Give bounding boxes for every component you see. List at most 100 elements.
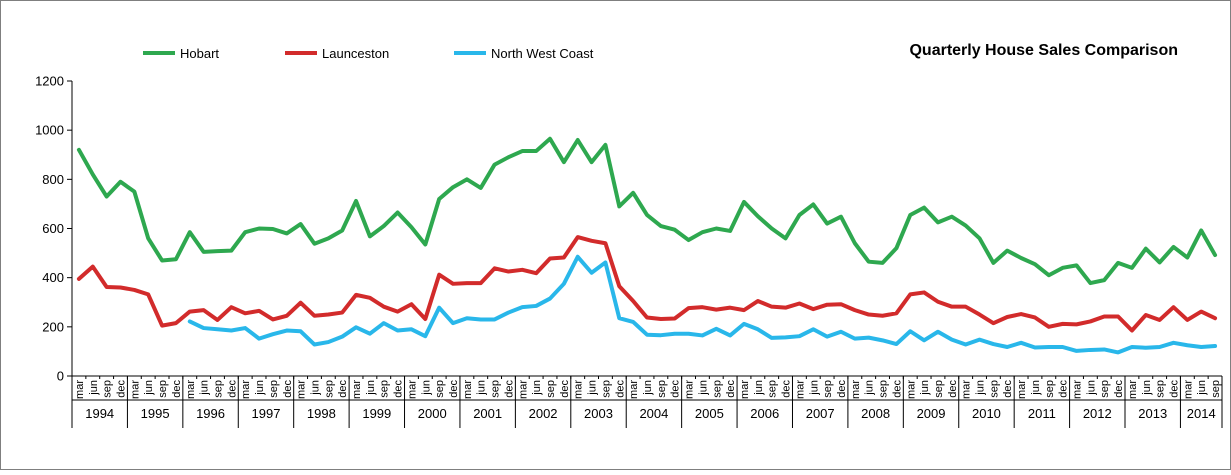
quarter-tick-label: mar xyxy=(129,380,141,399)
quarter-tick-label: dec xyxy=(171,380,183,398)
quarter-tick-label: sep xyxy=(933,380,945,398)
quarter-tick-label: mar xyxy=(74,380,86,399)
quarter-tick-label: sep xyxy=(767,380,779,398)
quarter-tick-label: dec xyxy=(947,380,959,398)
quarter-tick-label: dec xyxy=(448,380,460,398)
quarter-tick-label: dec xyxy=(1002,380,1014,398)
y-tick-label: 400 xyxy=(42,270,64,285)
quarter-tick-label: sep xyxy=(878,380,890,398)
quarter-tick-label: jun xyxy=(531,380,543,396)
quarter-tick-label: mar xyxy=(794,380,806,399)
quarter-tick-label: sep xyxy=(434,380,446,398)
quarter-tick-label: mar xyxy=(517,380,529,399)
quarter-tick-label: mar xyxy=(1072,380,1084,399)
legend-label-north-west-coast: North West Coast xyxy=(491,46,594,61)
quarter-tick-label: jun xyxy=(420,380,432,396)
quarter-tick-label: sep xyxy=(545,380,557,398)
quarter-tick-label: dec xyxy=(781,380,793,398)
quarter-tick-label: dec xyxy=(1058,380,1070,398)
quarter-tick-label: dec xyxy=(1169,380,1181,398)
year-label: 2014 xyxy=(1187,406,1216,421)
quarter-tick-label: jun xyxy=(309,380,321,396)
y-tick-label: 200 xyxy=(42,319,64,334)
quarter-tick-label: mar xyxy=(296,380,308,399)
quarter-tick-label: sep xyxy=(1210,380,1222,398)
quarter-tick-label: sep xyxy=(490,380,502,398)
year-label: 1999 xyxy=(362,406,391,421)
quarter-tick-label: sep xyxy=(711,380,723,398)
quarter-tick-label: jun xyxy=(864,380,876,396)
quarter-tick-label: jun xyxy=(254,380,266,396)
quarter-tick-label: dec xyxy=(559,380,571,398)
y-tick-label: 0 xyxy=(57,369,64,384)
year-label: 1996 xyxy=(196,406,225,421)
year-label: 2008 xyxy=(861,406,890,421)
quarter-tick-label: dec xyxy=(1113,380,1125,398)
series-group xyxy=(76,136,1218,355)
quarter-tick-label: jun xyxy=(476,380,488,396)
year-label: 2012 xyxy=(1083,406,1112,421)
year-label: 2005 xyxy=(695,406,724,421)
quarter-tick-label: dec xyxy=(226,380,238,398)
quarter-tick-label: jun xyxy=(919,380,931,396)
y-tick-label: 1200 xyxy=(35,74,64,89)
quarter-tick-label: sep xyxy=(323,380,335,398)
quarter-tick-label: mar xyxy=(240,380,252,399)
quarter-tick-label: mar xyxy=(406,380,418,399)
quarter-tick-label: sep xyxy=(268,380,280,398)
quarter-tick-label: dec xyxy=(393,380,405,398)
quarter-tick-label: mar xyxy=(1182,380,1194,399)
legend-label-hobart: Hobart xyxy=(180,46,219,61)
year-label: 1995 xyxy=(141,406,170,421)
year-label: 2004 xyxy=(639,406,668,421)
quarter-tick-label: jun xyxy=(143,380,155,396)
quarter-tick-label: sep xyxy=(102,380,114,398)
y-tick-label: 1000 xyxy=(35,123,64,138)
year-label: 1998 xyxy=(307,406,336,421)
quarter-tick-label: mar xyxy=(351,380,363,399)
quarter-tick-label: dec xyxy=(614,380,626,398)
series-line-launceston xyxy=(76,235,1218,333)
quarter-tick-label: jun xyxy=(1141,380,1153,396)
quarter-tick-label: mar xyxy=(850,380,862,399)
series-line-north-west-coast xyxy=(187,254,1218,355)
legend: Hobart Launceston North West Coast xyxy=(143,46,594,61)
year-label: 2000 xyxy=(418,406,447,421)
quarter-tick-label: mar xyxy=(185,380,197,399)
y-tick-label: 800 xyxy=(42,172,64,187)
year-label: 2013 xyxy=(1138,406,1167,421)
y-tick-label: 600 xyxy=(42,221,64,236)
year-label: 2010 xyxy=(972,406,1001,421)
quarter-tick-label: jun xyxy=(587,380,599,396)
chart-title: Quarterly House Sales Comparison xyxy=(909,42,1178,59)
series-line-hobart xyxy=(76,136,1218,286)
quarter-tick-label: dec xyxy=(115,380,127,398)
quarter-tick-label: sep xyxy=(600,380,612,398)
quarter-tick-label: mar xyxy=(1016,380,1028,399)
quarter-tick-label: jun xyxy=(808,380,820,396)
quarter-tick-label: dec xyxy=(891,380,903,398)
quarter-tick-label: sep xyxy=(379,380,391,398)
quarter-tick-label: sep xyxy=(656,380,668,398)
year-label: 2002 xyxy=(529,406,558,421)
quarter-tick-label: sep xyxy=(1155,380,1167,398)
quarter-tick-label: dec xyxy=(836,380,848,398)
year-label: 2003 xyxy=(584,406,613,421)
quarter-tick-label: jun xyxy=(697,380,709,396)
quarter-tick-label: jun xyxy=(753,380,765,396)
quarter-tick-label: mar xyxy=(462,380,474,399)
quarter-tick-label: jun xyxy=(1085,380,1097,396)
quarter-tick-label: jun xyxy=(642,380,654,396)
quarter-tick-label: sep xyxy=(212,380,224,398)
quarter-tick-label: sep xyxy=(1099,380,1111,398)
quarter-tick-label: sep xyxy=(157,380,169,398)
quarter-tick-label: mar xyxy=(1127,380,1139,399)
quarter-tick-label: sep xyxy=(1044,380,1056,398)
quarter-tick-label: jun xyxy=(1030,380,1042,396)
quarter-tick-label: jun xyxy=(365,380,377,396)
year-label: 2011 xyxy=(1028,406,1056,421)
quarter-tick-label: dec xyxy=(337,380,349,398)
quarter-tick-label: mar xyxy=(961,380,973,399)
